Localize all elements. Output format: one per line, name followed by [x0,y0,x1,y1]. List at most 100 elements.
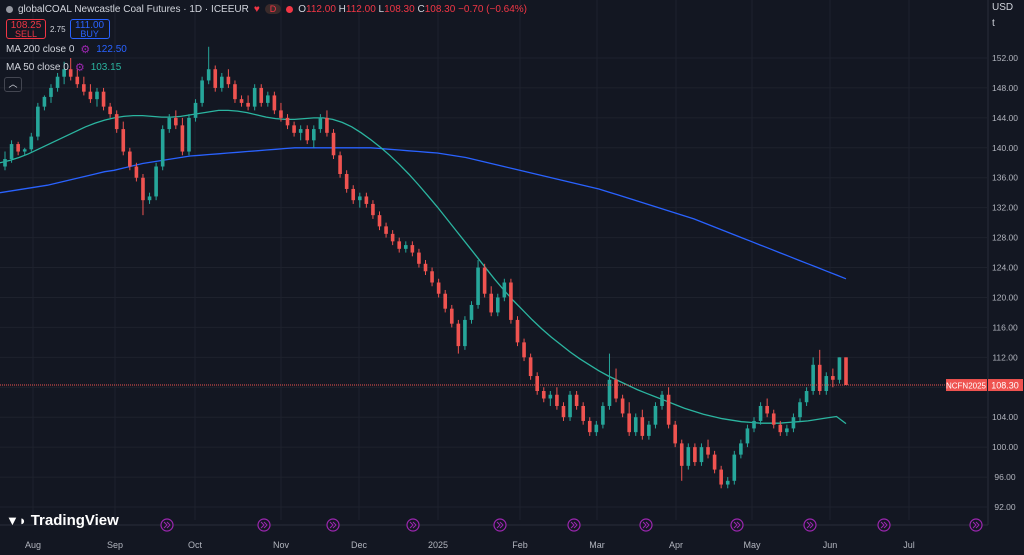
time-tick-label: Dec [351,540,368,550]
time-axis[interactable]: Aug Sep Oct Nov Dec 2025 Feb Mar Apr May Jun Jul [0,524,988,550]
candle [272,91,277,115]
price-tick-label: 120.00 [992,292,1018,302]
candle [712,450,717,474]
candle [778,420,783,436]
time-tick-label: Nov [273,540,290,550]
candle [16,141,20,156]
price-tick-label: 152.00 [992,53,1018,63]
price-tick-label: 132.00 [992,203,1018,213]
candle [817,349,822,395]
event-marker-icon[interactable] [969,518,983,532]
event-marker-icon[interactable] [567,518,581,532]
candle [397,237,402,253]
gear-icon[interactable]: ⚙ [74,61,85,74]
candle [377,211,382,231]
candle [489,286,494,317]
candle [403,241,408,253]
candle [318,114,323,133]
buy-button[interactable]: 111.00 BUY [69,19,110,39]
candle [285,114,290,130]
candle [476,260,480,309]
candle [594,420,599,436]
candle [134,162,139,182]
ma50-legend[interactable]: MA 50 close 0 ⚙ 103.15 [6,61,122,74]
candle [528,353,533,380]
candle [653,402,658,429]
event-markers [160,518,983,532]
candle [436,278,441,298]
currency-selector[interactable]: USD [992,2,1014,13]
ma200-line [0,147,847,280]
candle [213,65,218,92]
candle [561,402,566,421]
event-marker-icon[interactable] [160,518,174,532]
last-price-tag: NCFN2025 108.30 [946,379,1023,392]
candle [699,443,704,466]
event-marker-icon[interactable] [406,518,420,532]
candle [390,230,395,246]
candle [509,278,513,324]
gear-icon[interactable]: ⚙ [80,43,91,56]
candle [95,87,99,107]
event-marker-icon[interactable] [730,518,744,532]
candle [837,357,842,384]
candle [82,76,86,96]
price-tick-label: 128.00 [992,233,1018,243]
candle [719,465,723,489]
event-marker-icon[interactable] [803,518,817,532]
candle [430,267,434,287]
candle [541,387,546,403]
candle [3,151,7,171]
candle [160,125,165,171]
event-marker-icon[interactable] [877,518,891,532]
candle [351,185,356,204]
time-tick-label: Mar [589,540,605,550]
price-tick-label: 96.00 [994,472,1016,482]
collapse-legend-button[interactable]: ︿ [4,77,22,92]
candle [804,387,809,406]
candle [141,173,145,216]
time-tick-label: Jun [823,540,838,550]
candle [325,110,329,137]
candle [587,417,592,436]
time-tick-label: Jul [903,540,915,550]
candle [193,99,198,122]
ma200-legend[interactable]: MA 200 close 0 ⚙ 122.50 [6,43,127,56]
event-marker-icon[interactable] [639,518,653,532]
candle [226,69,231,88]
candle [266,91,270,107]
event-marker-icon[interactable] [493,518,507,532]
symbol-title[interactable]: globalCOAL Newcastle Coal Futures · 1D ·… [18,3,249,15]
grid-lines [0,0,987,520]
candle [844,357,848,386]
candle [174,110,178,130]
price-axis[interactable]: 92.0096.00100.00104.00108.00112.00116.00… [987,0,1024,555]
candle [666,387,671,429]
sell-button[interactable]: 108.25 SELL [6,19,46,39]
candle [259,84,264,107]
time-tick-label: Aug [25,540,41,550]
heart-icon[interactable]: ♥ [253,3,260,15]
candle [154,162,158,201]
candle [811,357,815,395]
candle [220,72,224,92]
candle [180,117,185,156]
candle [686,443,691,470]
price-tick-label: 136.00 [992,173,1018,183]
candle [640,409,645,440]
event-marker-icon[interactable] [257,518,271,532]
candle [647,420,651,440]
candle [831,368,835,388]
price-tick-label: 112.00 [992,352,1018,362]
candle [706,439,710,459]
candle [752,417,756,433]
candle [331,129,336,160]
candle [449,304,454,328]
time-tick-label: May [743,540,761,550]
candle [49,84,53,103]
event-marker-icon[interactable] [326,518,340,532]
candle [279,102,283,122]
candle [305,125,310,145]
unit-selector[interactable]: t [992,18,995,29]
